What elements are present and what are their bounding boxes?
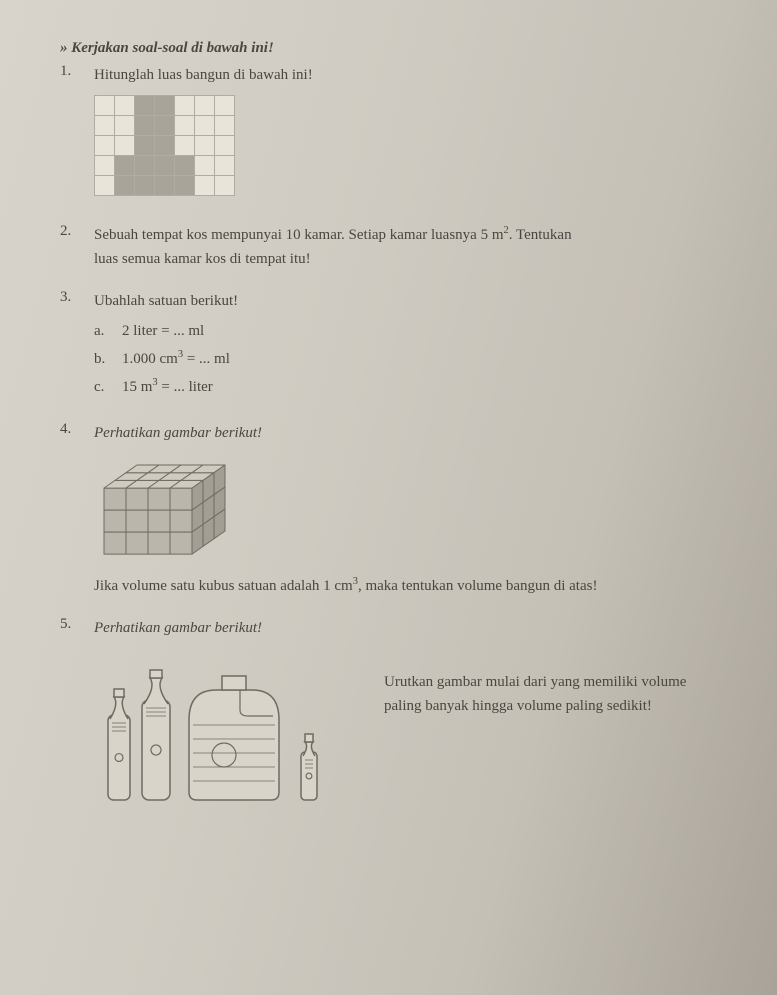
q5-right-a: Urutkan gambar mulai dari yang memiliki … [384,670,727,694]
q1-text: Hitunglah luas bangun di bawah ini! [94,63,727,87]
q2-text-b: luas semua kamar kos di tempat itu! [94,247,727,271]
q3-sub-item: b. 1.000 cm3 = ... ml [94,347,727,371]
q5-body: Perhatikan gambar berikut! Urutkan gamba… [94,616,727,810]
sub-body: 15 m3 = ... liter [122,375,213,399]
worksheet-page: » Kerjakan soal-soal di bawah ini! 1. Hi… [60,40,727,810]
q4-caption: Jika volume satu kubus satuan adalah 1 c… [94,574,727,598]
q4-caption-b: , maka tentukan volume bangun di atas! [358,578,598,594]
q4-cube-figure [94,455,235,564]
q3-sub-item: c. 15 m3 = ... liter [94,375,727,399]
q1-grid-figure [94,95,727,197]
question-3: 3. Ubahlah satuan berikut! a. 2 liter = .… [60,289,727,403]
sub-label: a. [94,319,112,343]
instruction-header: » Kerjakan soal-soal di bawah ini! [60,40,727,57]
q1-number: 1. [60,63,82,205]
sub-label: c. [94,375,112,399]
sub-label: b. [94,347,112,371]
q5-title: Perhatikan gambar berikut! [94,616,727,640]
q5-instruction: Urutkan gambar mulai dari yang memiliki … [384,650,727,718]
q5-number: 5. [60,616,82,810]
q4-caption-a: Jika volume satu kubus satuan adalah 1 c… [94,578,353,594]
q3-number: 3. [60,289,82,403]
q1-body: Hitunglah luas bangun di bawah ini! [94,63,727,205]
sub-body: 2 liter = ... ml [122,319,204,343]
q3-body: Ubahlah satuan berikut! a. 2 liter = ... … [94,289,727,403]
q3-sub-list: a. 2 liter = ... ml b. 1.000 cm3 = ... ml c.… [94,319,727,399]
q4-body: Perhatikan gambar berikut! Jika volume s… [94,421,727,598]
q5-right-b: paling banyak hingga volume paling sedik… [384,694,727,718]
q4-title: Perhatikan gambar berikut! [94,421,727,445]
q2-number: 2. [60,223,82,271]
question-5: 5. Perhatikan gambar berikut! Urutkan ga… [60,616,727,810]
q2-text-a: Sebuah tempat kos mempunyai 10 kamar. Se… [94,227,504,243]
question-4: 4. Perhatikan gambar berikut! Jika volum… [60,421,727,598]
q3-text: Ubahlah satuan berikut! [94,289,727,313]
q4-number: 4. [60,421,82,598]
q5-bottles-figure [94,650,354,810]
q2-body: Sebuah tempat kos mempunyai 10 kamar. Se… [94,223,727,271]
q2-text-a-end: . Tentukan [509,227,572,243]
sub-body: 1.000 cm3 = ... ml [122,347,230,371]
question-2: 2. Sebuah tempat kos mempunyai 10 kamar.… [60,223,727,271]
question-1: 1. Hitunglah luas bangun di bawah ini! [60,63,727,205]
q3-sub-item: a. 2 liter = ... ml [94,319,727,343]
